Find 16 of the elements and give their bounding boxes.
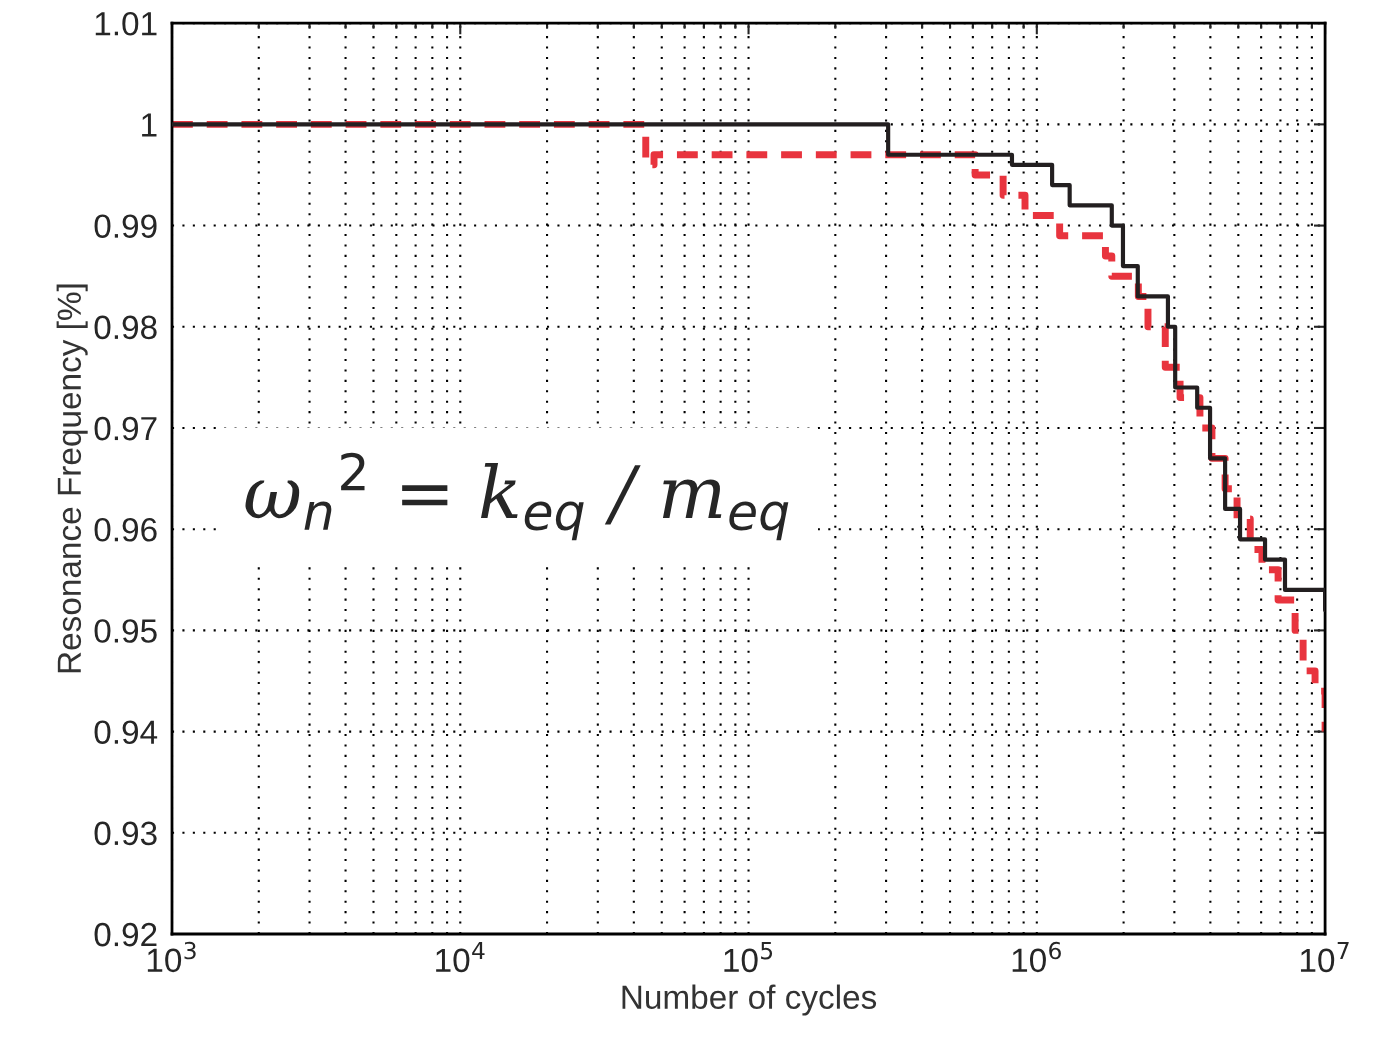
y-tick-label: 0.98 xyxy=(94,315,157,340)
y-tick-label: 1.01 xyxy=(95,11,157,36)
y-tick-label: 0.93 xyxy=(94,821,157,846)
y-tick-label: 0.94 xyxy=(94,720,158,745)
y-tick-label: 0.97 xyxy=(94,416,157,441)
y-tick-label: 0.96 xyxy=(94,517,157,542)
y-tick-label: 0.99 xyxy=(94,214,157,238)
x-axis-title: Number of cycles xyxy=(622,984,877,1016)
y-tick-label: 0.95 xyxy=(94,619,157,643)
y-axis-title: Resonance Frequency [%] xyxy=(56,284,88,673)
annotation: ω$_{n}$$^{2}$ = k$_{eq}$ / m$_{eq}$ xyxy=(245,452,789,541)
x-tick-label: 10$^{7}$ xyxy=(1300,942,1349,973)
y-tick-label: 1 xyxy=(142,113,157,137)
x-tick-label: 10$^{5}$ xyxy=(724,942,773,973)
x-tick-label: 10$^{6}$ xyxy=(1012,941,1061,973)
x-tick-label: 10$^{4}$ xyxy=(436,942,485,973)
